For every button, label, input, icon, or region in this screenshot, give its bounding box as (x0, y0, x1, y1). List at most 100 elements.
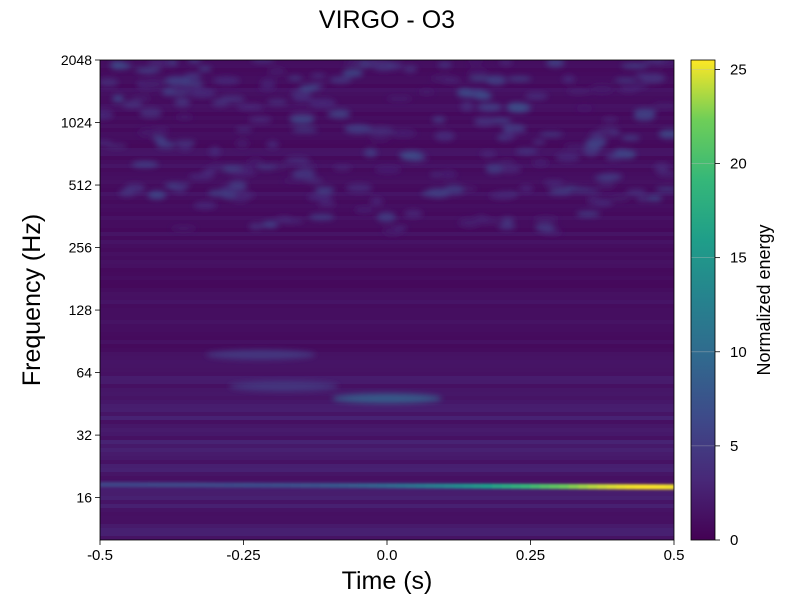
noise-speckle (282, 178, 309, 183)
noise-speckle (646, 195, 663, 202)
noise-speckle (562, 75, 576, 84)
noise-speckle (284, 156, 311, 165)
chirp-segment (654, 484, 666, 490)
noise-speckle (621, 135, 641, 141)
x-tick-label: 0.25 (516, 547, 545, 564)
y-tick-label: 128 (69, 302, 93, 318)
chirp-segment (377, 483, 388, 489)
energy-blobs (205, 349, 442, 404)
chirp-segment (367, 483, 379, 489)
noise-speckle (342, 69, 364, 78)
noise-speckle (260, 78, 276, 85)
band-row (100, 280, 674, 284)
chirp-segment (329, 483, 340, 489)
band-row (100, 348, 674, 352)
noise-speckle (443, 184, 465, 195)
chirp-segment (253, 482, 264, 488)
noise-speckle (248, 222, 264, 230)
noise-speckle (289, 116, 315, 124)
band-row (100, 260, 674, 264)
band-row (100, 412, 674, 416)
noise-speckle (585, 137, 607, 148)
band-row (100, 344, 674, 348)
chirp-segment (310, 482, 321, 488)
noise-speckle (260, 221, 275, 228)
noise-speckle (532, 159, 549, 167)
band-row (100, 424, 674, 428)
band-row (100, 388, 674, 392)
band-row (100, 336, 674, 340)
noise-speckle (456, 87, 473, 98)
band-row (100, 512, 674, 516)
chirp-segment (157, 482, 168, 488)
noise-speckle (430, 75, 456, 82)
band-row (100, 408, 674, 412)
band-row (100, 332, 674, 336)
noise-speckle (370, 197, 384, 206)
noise-speckle (498, 159, 515, 165)
chirp-segment (540, 483, 551, 489)
y-tick-label: 32 (76, 427, 92, 443)
noise-speckle (643, 60, 665, 65)
chirp-segment (166, 482, 178, 488)
noise-speckle (508, 128, 527, 134)
chirp-segment (119, 482, 130, 488)
band-row (100, 420, 674, 424)
band-row (100, 380, 674, 384)
noise-speckle (345, 183, 373, 193)
colorbar-tick-label: 15 (730, 250, 747, 267)
chirp-segment (109, 482, 120, 488)
y-tick-label: 16 (76, 490, 92, 506)
band-row (100, 108, 674, 112)
band-row (100, 256, 674, 260)
band-row (100, 440, 674, 444)
band-row (100, 152, 674, 156)
chirp-segment (243, 482, 254, 488)
noise-speckle (184, 72, 202, 80)
band-row (100, 252, 674, 256)
x-tick-label: 0.0 (377, 547, 398, 564)
noise-speckle (247, 157, 264, 168)
noise-speckle (625, 189, 647, 196)
noise-speckle (174, 187, 187, 194)
band-row (100, 516, 674, 520)
noise-speckle (460, 101, 474, 112)
noise-speckle (374, 166, 402, 174)
band-row (100, 444, 674, 448)
chirp-segment (100, 482, 111, 488)
noise-speckle (197, 66, 212, 72)
band-row (100, 140, 674, 144)
band-row (100, 120, 674, 124)
chirp-segment (473, 483, 484, 489)
noise-speckle (211, 98, 229, 107)
noise-speckle (473, 117, 495, 126)
noise-speckle (310, 73, 327, 78)
chirp-segment (233, 482, 245, 488)
chirp-segment (128, 482, 139, 488)
colorbar-tick-label: 25 (730, 61, 747, 78)
noise-speckle (147, 190, 167, 200)
noise-speckle (100, 78, 119, 87)
noise-speckle (329, 76, 352, 84)
noise-speckle (201, 168, 216, 177)
noise-speckle (386, 96, 413, 102)
colorbar-frame (690, 59, 716, 541)
noise-speckle (474, 91, 493, 101)
chirp-segment (587, 484, 599, 490)
colorbar-tick-label: 10 (730, 344, 747, 361)
band-row (100, 196, 674, 200)
band-row (100, 92, 674, 96)
chirp-segment (281, 482, 292, 488)
noise-speckle (266, 140, 280, 149)
chirp-segment (348, 483, 359, 489)
noise-speckle (287, 75, 303, 81)
colorbar-label: Normalized energy (754, 224, 774, 375)
chirp-segment (434, 483, 445, 489)
noise-speckle (228, 180, 247, 190)
noise-speckle (174, 97, 191, 107)
noise-speckle (330, 109, 351, 119)
noise-speckle (156, 140, 177, 149)
band-row (100, 248, 674, 252)
colorbar-tick-label: 0 (730, 532, 738, 549)
chirp-segment (530, 483, 541, 489)
